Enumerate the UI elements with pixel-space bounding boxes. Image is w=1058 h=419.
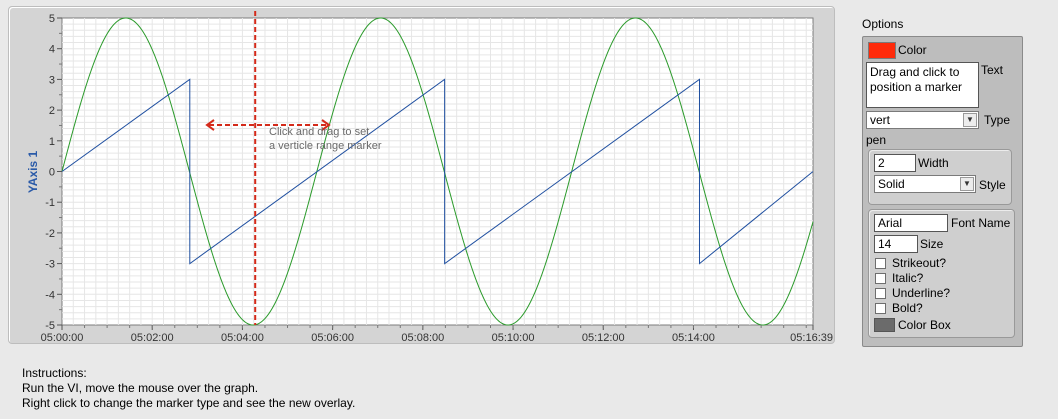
y-tick-label: -5 xyxy=(45,320,55,332)
underline-label: Underline? xyxy=(892,286,951,300)
y-tick-label: 4 xyxy=(49,44,55,56)
x-tick-label: 05:16:39 xyxy=(790,332,833,343)
arrow-left-icon xyxy=(205,119,215,131)
x-tick-label: 05:02:00 xyxy=(131,332,174,343)
marker-text-input[interactable]: Drag and click to position a marker xyxy=(866,62,979,108)
waveform-graph[interactable]: 05:00:00 05:02:00 05:04:00 05:06:00 05:08:00… xyxy=(9,7,834,343)
marker-type-value: vert xyxy=(870,113,891,127)
marker-color-swatch[interactable] xyxy=(868,42,896,59)
y-tick-label: -3 xyxy=(45,259,55,271)
italic-checkbox[interactable] xyxy=(875,273,886,284)
bold-label: Bold? xyxy=(892,301,923,315)
sine-series-line xyxy=(61,17,814,326)
x-tick-label: 05:10:00 xyxy=(492,332,535,343)
strikeout-label: Strikeout? xyxy=(892,256,947,270)
y-tick-label: -1 xyxy=(45,197,55,209)
marker-type-select[interactable]: vert ▼ xyxy=(866,111,979,129)
bold-checkbox[interactable] xyxy=(875,303,886,314)
sawtooth-series-line xyxy=(61,78,814,265)
x-tick-label: 05:08:00 xyxy=(401,332,444,343)
pen-width-input[interactable]: 2 xyxy=(874,154,916,172)
instructions: Instructions: Run the VI, move the mouse… xyxy=(22,366,355,411)
y-tick-label: 5 xyxy=(49,13,55,25)
text-label: Text xyxy=(981,63,1004,77)
chevron-down-icon[interactable]: ▼ xyxy=(963,113,977,127)
font-name-input[interactable]: Arial xyxy=(874,214,948,232)
italic-label: Italic? xyxy=(892,271,924,285)
y-axis-label: YAxis 1 xyxy=(26,151,40,194)
strikeout-checkbox[interactable] xyxy=(875,258,886,269)
x-tick-label: 05:04:00 xyxy=(221,332,264,343)
y-tick-label: 3 xyxy=(49,74,55,86)
size-label: Size xyxy=(920,237,944,251)
graph-frame: 05:00:00 05:02:00 05:04:00 05:06:00 05:08:00… xyxy=(8,6,835,344)
font-color-box[interactable] xyxy=(874,318,895,332)
instructions-heading: Instructions: xyxy=(22,366,87,380)
pen-subpanel: 2 Width Solid ▼ Style xyxy=(868,149,1012,205)
instructions-step-2: Right click to change the marker type an… xyxy=(22,396,356,410)
y-tick-label: -2 xyxy=(45,228,55,240)
style-label: Style xyxy=(979,178,1006,192)
x-tick-label: 05:06:00 xyxy=(311,332,354,343)
options-panel: Color Drag and click to position a marke… xyxy=(862,36,1023,347)
options-title: Options xyxy=(862,17,904,31)
marker-annotation-line1: Click and drag to set xyxy=(269,126,369,138)
type-label: Type xyxy=(984,113,1011,127)
arrow-right-icon xyxy=(321,119,331,131)
pen-style-value: Solid xyxy=(878,177,905,191)
y-tick-label: 2 xyxy=(49,105,55,117)
color-box-label: Color Box xyxy=(898,318,951,332)
font-name-label: Font Name xyxy=(951,216,1011,230)
pen-style-select[interactable]: Solid ▼ xyxy=(874,175,976,193)
color-label: Color xyxy=(898,43,927,57)
font-size-input[interactable]: 14 xyxy=(874,235,918,253)
pen-label: pen xyxy=(866,133,887,147)
y-tick-label: 0 xyxy=(49,167,55,179)
marker-annotation-line2: a verticle range marker xyxy=(269,140,382,152)
y-tick-label: 1 xyxy=(49,136,55,148)
chevron-down-icon[interactable]: ▼ xyxy=(960,177,974,191)
width-label: Width xyxy=(918,156,949,170)
x-tick-label: 05:00:00 xyxy=(41,332,84,343)
instructions-step-1: Run the VI, move the mouse over the grap… xyxy=(22,381,259,395)
font-subpanel: Arial Font Name 14 Size Strikeout? Itali… xyxy=(868,209,1015,338)
x-tick-label: 05:14:00 xyxy=(672,332,715,343)
x-tick-label: 05:12:00 xyxy=(582,332,625,343)
y-tick-label: -4 xyxy=(45,289,55,301)
underline-checkbox[interactable] xyxy=(875,288,886,299)
